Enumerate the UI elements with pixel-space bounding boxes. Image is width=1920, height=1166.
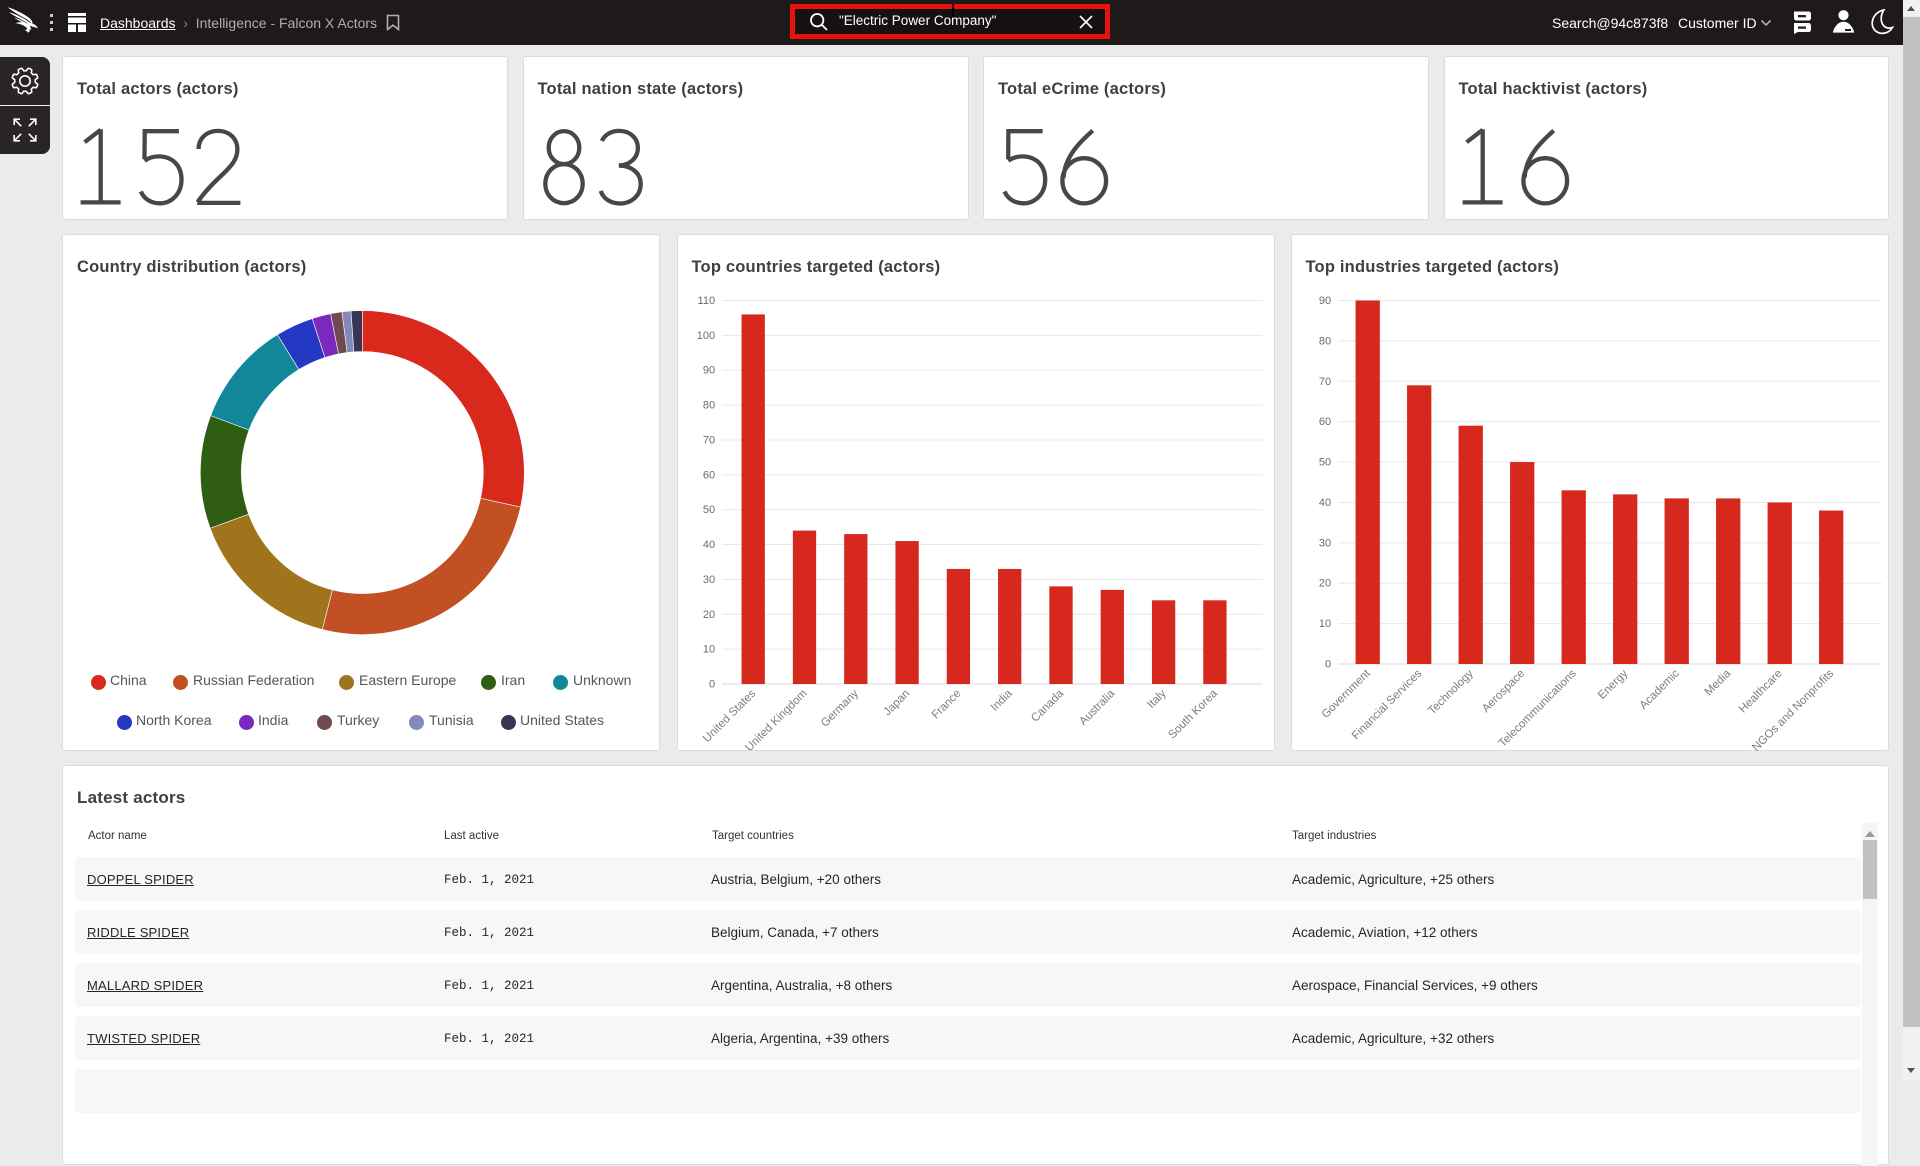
svg-text:30: 30 <box>1318 537 1330 549</box>
svg-text:80: 80 <box>702 400 714 412</box>
svg-text:Italy: Italy <box>1145 687 1169 711</box>
svg-text:Government: Government <box>1319 667 1373 721</box>
svg-text:Canada: Canada <box>1029 687 1066 724</box>
svg-text:United States: United States <box>701 687 758 744</box>
svg-text:Germany: Germany <box>818 687 860 729</box>
svg-text:110: 110 <box>697 295 715 307</box>
svg-text:France: France <box>929 688 963 722</box>
svg-text:70: 70 <box>702 434 714 446</box>
svg-text:100: 100 <box>696 330 714 342</box>
svg-text:60: 60 <box>702 469 714 481</box>
svg-text:70: 70 <box>1318 376 1330 388</box>
svg-text:50: 50 <box>702 504 714 516</box>
svg-text:Technology: Technology <box>1426 667 1476 717</box>
svg-text:Academic: Academic <box>1637 667 1681 711</box>
svg-text:0: 0 <box>1324 659 1330 671</box>
svg-text:Australia: Australia <box>1077 687 1118 728</box>
svg-text:Japan: Japan <box>881 688 912 719</box>
svg-text:20: 20 <box>1318 578 1330 590</box>
svg-text:20: 20 <box>702 609 714 621</box>
svg-text:90: 90 <box>702 365 714 377</box>
svg-text:40: 40 <box>1318 497 1330 509</box>
svg-text:30: 30 <box>702 574 714 586</box>
svg-text:India: India <box>988 687 1015 714</box>
svg-text:Media: Media <box>1702 667 1733 698</box>
svg-text:Energy: Energy <box>1596 667 1630 701</box>
svg-text:Aerospace: Aerospace <box>1479 668 1526 715</box>
svg-text:60: 60 <box>1318 416 1330 428</box>
svg-text:South Korea: South Korea <box>1166 687 1220 741</box>
svg-text:80: 80 <box>1318 335 1330 347</box>
svg-text:90: 90 <box>1318 295 1330 307</box>
svg-text:0: 0 <box>708 679 714 691</box>
svg-text:10: 10 <box>1318 618 1330 630</box>
svg-text:50: 50 <box>1318 457 1330 469</box>
svg-text:40: 40 <box>702 539 714 551</box>
svg-text:10: 10 <box>702 644 714 656</box>
svg-text:Healthcare: Healthcare <box>1737 668 1785 716</box>
